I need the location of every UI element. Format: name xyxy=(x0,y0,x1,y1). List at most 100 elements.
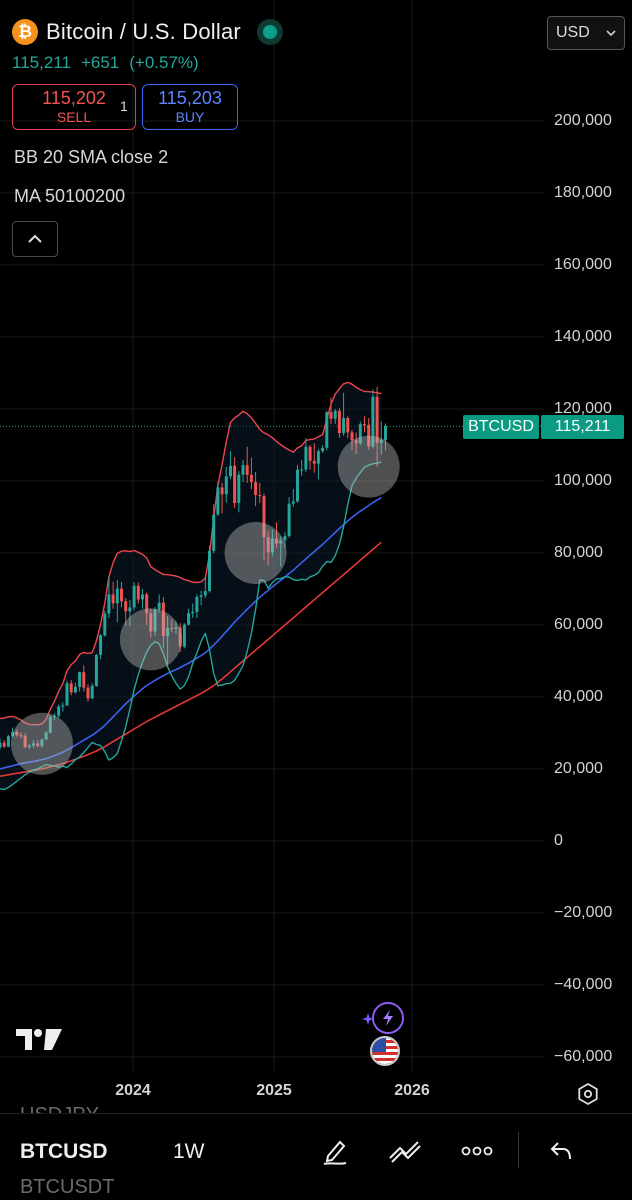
buy-button[interactable]: 115,203 BUY xyxy=(142,84,238,130)
settings-icon[interactable] xyxy=(574,1080,602,1108)
highlight-circle xyxy=(224,522,287,584)
candle-body xyxy=(304,446,308,470)
undo-icon[interactable] xyxy=(544,1136,578,1166)
candle-body xyxy=(174,627,178,629)
highlight-circle xyxy=(337,435,400,498)
bb-indicator-label[interactable]: BB 20 SMA close 2 xyxy=(14,147,169,167)
y-tick-label: 20,000 xyxy=(554,760,603,777)
candle-body xyxy=(224,476,228,495)
sell-button[interactable]: 115,202 SELL xyxy=(12,84,136,130)
candle-body xyxy=(36,743,40,747)
candle-body xyxy=(325,412,329,448)
candle-body xyxy=(149,613,153,632)
candle-body xyxy=(40,739,44,747)
candle-body xyxy=(258,495,262,497)
candle-body xyxy=(346,418,350,433)
bb-lower-line xyxy=(0,461,382,791)
candle-body xyxy=(128,607,132,612)
candle-body xyxy=(111,594,115,604)
candle-body xyxy=(124,601,128,612)
price-change-pct: (+0.57%) xyxy=(129,53,199,72)
bb-band-fill xyxy=(0,382,382,790)
candle-body xyxy=(195,596,199,612)
candle-body xyxy=(329,412,333,419)
ma-200-line xyxy=(0,541,382,777)
candle-body xyxy=(371,396,375,447)
y-tick-label: 200,000 xyxy=(554,112,612,129)
candle-body xyxy=(61,705,65,707)
candle-body xyxy=(170,627,174,629)
symbol-title: Bitcoin / U.S. Dollar xyxy=(46,19,241,44)
pencil-glyph xyxy=(323,1140,347,1165)
quantity[interactable]: 1 xyxy=(120,98,128,114)
candle-body xyxy=(270,538,274,553)
candle-body xyxy=(384,426,387,440)
candle-body xyxy=(182,624,186,647)
candle-body xyxy=(19,735,23,737)
candle-body xyxy=(6,736,10,747)
price-summary: 115,211 +651 (+0.57%) xyxy=(12,53,199,73)
symbol-selector[interactable]: BTCUSD xyxy=(20,1140,108,1163)
candle-body xyxy=(358,424,362,444)
buy-label: BUY xyxy=(175,109,205,125)
symbol-list-next[interactable]: BTCUSDT xyxy=(20,1176,115,1198)
candle-body xyxy=(321,447,325,452)
y-tick-label: −20,000 xyxy=(554,904,613,921)
candle-body xyxy=(166,627,170,637)
toolbar-divider xyxy=(518,1132,519,1168)
tradingview-logo[interactable] xyxy=(16,1026,64,1052)
candle-body xyxy=(254,482,258,496)
candle-body xyxy=(0,742,2,748)
candle-body xyxy=(120,588,123,602)
candle-body xyxy=(23,735,27,748)
collapse-indicators-button[interactable] xyxy=(12,221,58,257)
candle-body xyxy=(379,440,383,443)
undo-glyph xyxy=(550,1142,571,1160)
candle-body xyxy=(2,742,6,747)
candle-body xyxy=(216,487,220,515)
candle-body xyxy=(107,594,111,614)
candle-body xyxy=(275,538,278,544)
symbol-header[interactable]: ₿ Bitcoin / U.S. Dollar xyxy=(12,16,277,48)
candle-body xyxy=(308,446,312,461)
candle-body xyxy=(375,396,379,443)
y-tick-label: 40,000 xyxy=(554,688,603,705)
currency-value: USD xyxy=(556,24,590,41)
candle-body xyxy=(53,715,56,717)
candle-body xyxy=(94,654,98,686)
candle-body xyxy=(333,410,337,419)
candle-body xyxy=(191,612,195,614)
sell-label: SELL xyxy=(56,109,92,125)
more-icon[interactable] xyxy=(460,1136,494,1166)
candle-body xyxy=(82,672,86,688)
candle-body xyxy=(291,501,295,504)
candle-body xyxy=(316,451,320,464)
y-tick-label: 140,000 xyxy=(554,328,612,345)
candle-body xyxy=(44,732,48,740)
y-tick-label: 80,000 xyxy=(554,544,603,561)
candle-body xyxy=(65,683,69,706)
candle-body xyxy=(199,595,203,597)
candle-body xyxy=(99,635,103,655)
drawings-icon[interactable] xyxy=(388,1136,422,1166)
candle-body xyxy=(354,440,358,444)
y-tick-label: 60,000 xyxy=(554,616,603,633)
indicator-lines xyxy=(0,381,382,791)
sparkle-icon xyxy=(362,1013,374,1025)
candle-body xyxy=(48,716,52,733)
live-status-dot xyxy=(262,25,277,39)
ma-indicator-label[interactable]: MA 50100200 xyxy=(14,186,126,206)
timeframe-selector[interactable]: 1W xyxy=(173,1140,205,1163)
ma-50-line xyxy=(0,496,382,770)
candle-body xyxy=(233,465,237,503)
y-tick-label: 120,000 xyxy=(554,400,612,417)
highlight-marks xyxy=(10,435,400,775)
us-flag-icon[interactable] xyxy=(370,1036,400,1066)
candle-body xyxy=(32,743,35,746)
bolt-icon[interactable] xyxy=(372,1002,404,1034)
bitcoin-icon: ₿ xyxy=(12,19,38,45)
candle-body xyxy=(300,469,304,471)
currency-select[interactable]: USD xyxy=(547,16,625,50)
pencil-icon[interactable] xyxy=(318,1136,352,1166)
